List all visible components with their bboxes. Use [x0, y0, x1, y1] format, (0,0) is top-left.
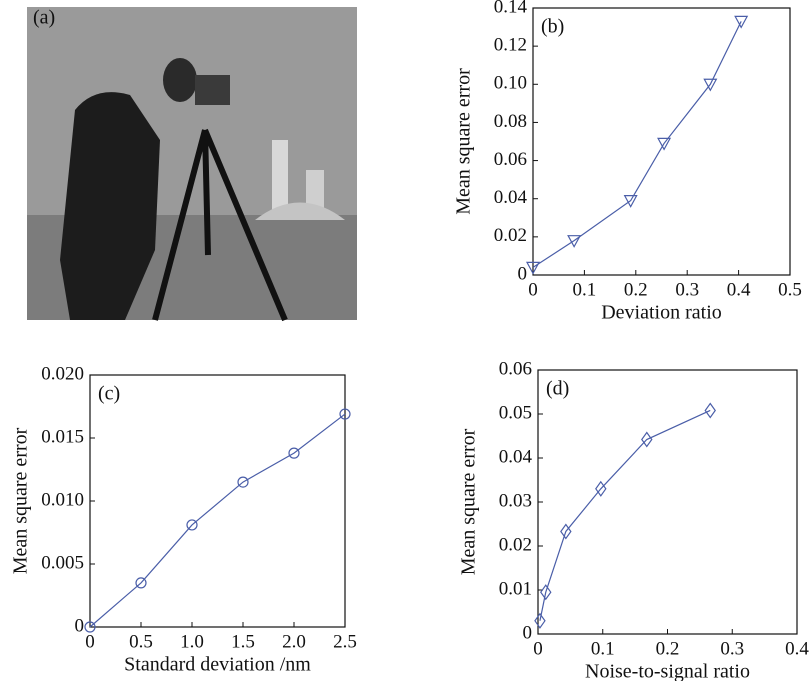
- y-tick-label: 0: [75, 615, 85, 636]
- y-tick-label: 0.03: [499, 490, 532, 511]
- y-axis-label: Mean square error: [453, 68, 475, 215]
- photo-dome: [255, 202, 345, 220]
- series-line: [539, 409, 711, 621]
- marker: [734, 15, 749, 29]
- x-axis-label: Standard deviation /nm: [124, 654, 311, 676]
- x-tick-label: 0: [85, 631, 95, 652]
- marker: [84, 621, 96, 633]
- marker: [534, 612, 546, 629]
- panel-label: (b): [541, 16, 564, 38]
- photo-camera: [195, 75, 230, 105]
- x-tick-label: 0.1: [591, 638, 615, 659]
- x-axis-label: Deviation ratio: [601, 302, 722, 324]
- x-tick-label: 2.5: [333, 631, 357, 652]
- marker: [703, 78, 718, 92]
- marker: [288, 447, 300, 459]
- x-axis-label: Noise-to-signal ratio: [585, 661, 750, 681]
- x-tick-label: 0.1: [573, 279, 597, 300]
- marker: [567, 235, 582, 248]
- x-tick-label: 0.3: [720, 638, 744, 659]
- y-tick-label: 0.02: [494, 225, 527, 246]
- plot-frame: [532, 7, 791, 276]
- x-tick-label: 0.3: [675, 279, 699, 300]
- marker: [237, 476, 249, 488]
- plot-frame: [537, 369, 798, 635]
- series-line: [89, 413, 346, 628]
- x-tick-label: 0: [528, 279, 538, 300]
- marker: [595, 480, 607, 497]
- photo: [27, 7, 357, 322]
- y-axis-label: Mean square error: [458, 428, 480, 575]
- y-tick-label: 0.020: [41, 363, 84, 384]
- panel-label: (c): [98, 383, 120, 405]
- photo-tripod: [152, 128, 288, 322]
- photo-coat: [60, 92, 160, 320]
- x-tick-label: 2.0: [282, 631, 306, 652]
- x-tick-label: 0.5: [778, 279, 802, 300]
- y-tick-label: 0.005: [41, 552, 84, 573]
- y-tick-label: 0.015: [41, 426, 84, 447]
- photo-tower: [272, 140, 288, 215]
- x-tick-label: 1.0: [180, 631, 204, 652]
- x-tick-label: 0: [533, 638, 543, 659]
- plot-frame: [89, 374, 346, 628]
- photo-head: [163, 58, 197, 102]
- marker: [525, 261, 541, 275]
- y-tick-label: 0.05: [499, 402, 532, 423]
- marker: [657, 137, 672, 151]
- marker: [135, 577, 147, 589]
- marker: [339, 408, 351, 420]
- y-tick-label: 0.02: [499, 534, 532, 555]
- x-tick-label: 0.2: [656, 638, 680, 659]
- y-tick-label: 0.010: [41, 489, 84, 510]
- x-tick-label: 0.2: [624, 279, 648, 300]
- panel-label: (d): [546, 378, 569, 400]
- y-tick-label: 0.08: [494, 111, 527, 132]
- marker: [560, 523, 572, 540]
- x-tick-label: 0.4: [727, 279, 751, 300]
- y-tick-label: 0.10: [494, 73, 527, 94]
- marker: [186, 519, 198, 531]
- x-tick-label: 0.4: [785, 638, 809, 659]
- marker: [641, 431, 653, 448]
- y-tick-label: 0.06: [494, 149, 527, 170]
- marker: [623, 195, 638, 208]
- x-tick-label: 0.5: [129, 631, 153, 652]
- marker: [704, 402, 716, 419]
- panel-label: (a): [33, 7, 55, 29]
- x-tick-label: 1.5: [231, 631, 255, 652]
- series-line: [532, 21, 742, 268]
- y-tick-label: 0.06: [499, 358, 532, 379]
- y-tick-label: 0.04: [499, 446, 533, 467]
- marker: [540, 584, 552, 601]
- y-axis-label: Mean square error: [10, 427, 32, 574]
- y-tick-label: 0.04: [494, 187, 528, 208]
- y-tick-label: 0.12: [494, 35, 527, 56]
- y-tick-label: 0: [518, 263, 528, 284]
- y-tick-label: 0: [523, 622, 533, 643]
- y-tick-label: 0.14: [494, 0, 528, 17]
- y-tick-label: 0.01: [499, 578, 532, 599]
